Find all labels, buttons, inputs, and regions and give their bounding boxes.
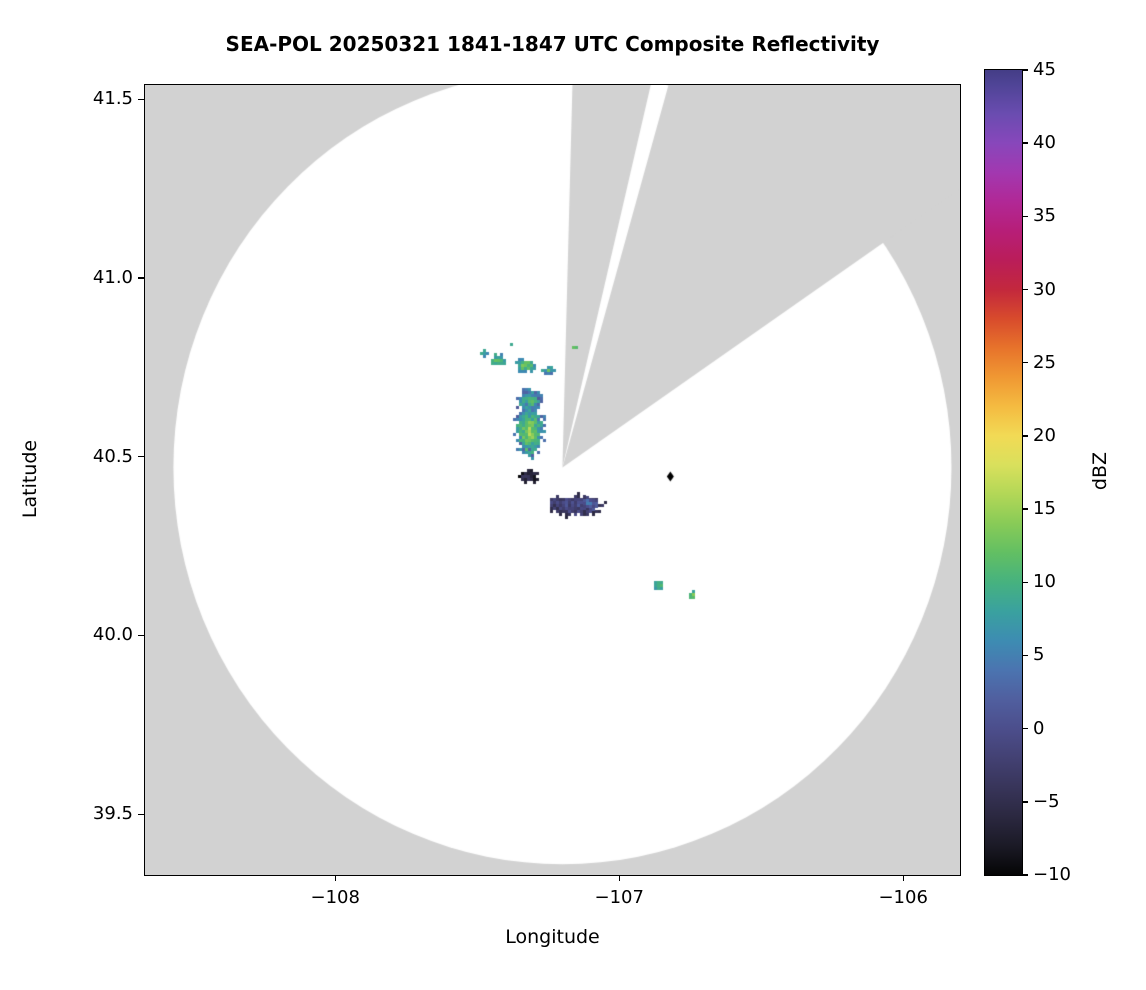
colorbar-tick-label: 5 bbox=[1033, 644, 1045, 666]
colorbar-label: dBZ bbox=[1089, 451, 1111, 491]
colorbar-tick-label: 0 bbox=[1033, 717, 1045, 739]
colorbar-tick-mark bbox=[1023, 654, 1028, 657]
colorbar-tick-label: 45 bbox=[1033, 59, 1056, 80]
colorbar-tick-mark bbox=[1023, 581, 1028, 583]
colorbar-tick-mark bbox=[1023, 801, 1028, 803]
colorbar-tick-label: 35 bbox=[1033, 205, 1056, 227]
x-tick-label: −108 bbox=[310, 887, 360, 908]
x-axis-label: Longitude bbox=[505, 926, 600, 948]
y-tick-mark bbox=[138, 277, 144, 279]
colorbar-tick-label: 20 bbox=[1033, 424, 1056, 446]
y-tick-mark bbox=[138, 813, 144, 815]
colorbar-tick-mark bbox=[1023, 288, 1028, 291]
colorbar-tick-label: 15 bbox=[1033, 498, 1056, 520]
colorbar-tick-label: 25 bbox=[1033, 351, 1056, 373]
colorbar-tick-label: 30 bbox=[1033, 278, 1056, 300]
colorbar-tick-mark bbox=[1023, 874, 1028, 876]
radar-plot-canvas bbox=[145, 85, 960, 875]
colorbar-tick-mark bbox=[1023, 435, 1028, 437]
colorbar-tick-mark bbox=[1023, 69, 1028, 71]
colorbar-tick-label: −10 bbox=[1033, 864, 1071, 885]
x-tick-mark bbox=[902, 875, 904, 881]
x-tick-mark bbox=[334, 875, 336, 881]
x-tick-label: −107 bbox=[594, 887, 644, 908]
y-tick-label: 40.0 bbox=[92, 624, 133, 646]
y-axis-label: Latitude bbox=[19, 439, 41, 519]
colorbar-tick-mark bbox=[1023, 215, 1028, 218]
colorbar-tick-label: 10 bbox=[1033, 571, 1056, 593]
colorbar-tick-mark bbox=[1023, 727, 1028, 730]
y-tick-mark bbox=[138, 456, 144, 458]
colorbar-tick-mark bbox=[1023, 142, 1028, 144]
colorbar-tick-label: 40 bbox=[1033, 132, 1056, 154]
y-tick-label: 39.5 bbox=[92, 803, 133, 825]
y-tick-label: 41.0 bbox=[92, 267, 133, 289]
colorbar bbox=[984, 69, 1023, 876]
y-tick-mark bbox=[138, 98, 144, 100]
x-tick-label: −106 bbox=[878, 887, 928, 908]
colorbar-tick-mark bbox=[1023, 362, 1028, 364]
y-tick-label: 40.5 bbox=[92, 445, 133, 467]
x-tick-mark bbox=[618, 875, 620, 881]
colorbar-tick-label: −5 bbox=[1033, 790, 1060, 812]
chart-title: SEA-POL 20250321 1841-1847 UTC Composite… bbox=[225, 32, 880, 56]
y-tick-label: 41.5 bbox=[92, 88, 133, 110]
colorbar-tick-mark bbox=[1023, 508, 1028, 510]
y-tick-mark bbox=[138, 634, 144, 637]
